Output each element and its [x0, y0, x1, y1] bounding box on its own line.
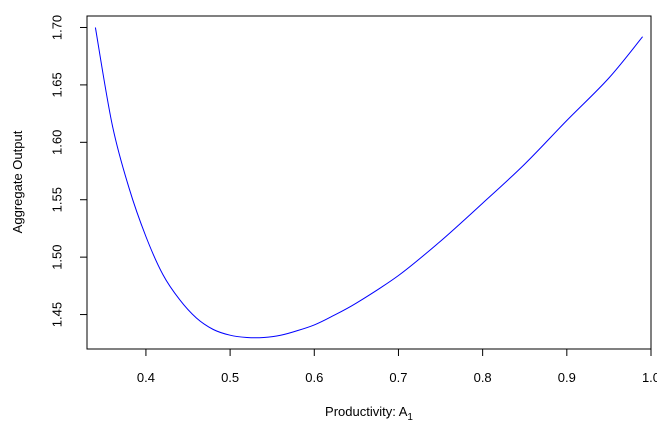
x-axis-title: Productivity: A1 — [325, 404, 413, 423]
x-tick-label: 0.4 — [137, 370, 155, 385]
series-line-aggregate-output — [94, 27, 643, 339]
y-axis-title: Aggregate Output — [10, 130, 25, 233]
plot-frame — [86, 15, 652, 350]
y-tick-label: 1.60 — [50, 130, 65, 155]
x-tick-label: 1.0 — [642, 370, 657, 385]
x-axis-title-subscript: 1 — [407, 412, 413, 423]
x-tick-label: 0.8 — [474, 370, 492, 385]
x-tick-label: 0.7 — [389, 370, 407, 385]
y-tick-label: 1.55 — [50, 187, 65, 212]
x-axis-title-text: Productivity: A — [325, 404, 408, 419]
x-axis: 0.4 0.5 0.6 0.7 0.8 0.9 1.0 — [137, 348, 657, 385]
y-tick-label: 1.65 — [50, 72, 65, 97]
x-tick-label: 0.5 — [221, 370, 239, 385]
x-tick-label: 0.9 — [558, 370, 576, 385]
y-tick-label: 1.50 — [50, 244, 65, 269]
y-tick-label: 1.45 — [50, 302, 65, 327]
y-axis: 1.45 1.50 1.55 1.60 1.65 1.70 — [50, 15, 88, 327]
x-tick-label: 0.6 — [305, 370, 323, 385]
y-tick-label: 1.70 — [50, 15, 65, 40]
